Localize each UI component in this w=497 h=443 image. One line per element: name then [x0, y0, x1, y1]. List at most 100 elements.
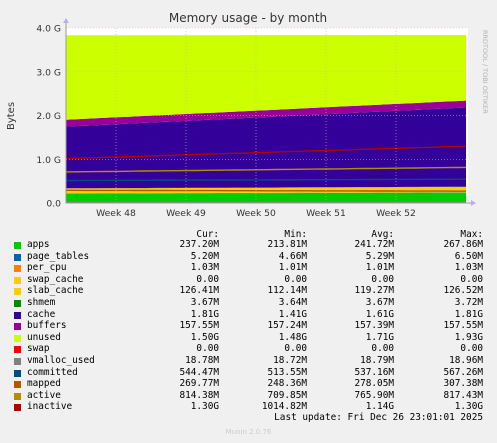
legend-value-max: 267.86M — [443, 239, 483, 250]
legend-value-min: 157.24M — [267, 320, 307, 332]
legend-value-cur: 814.38M — [179, 389, 219, 401]
x-tick-label: Week 51 — [306, 208, 346, 219]
legend-value-avg: 241.72M — [354, 239, 394, 250]
chart-title: Memory usage - by month — [169, 11, 327, 25]
legend-row: active 814.38M 709.85M 765.90M 817.43M — [0, 390, 497, 402]
series-line-mapped — [66, 189, 466, 192]
series-line-active — [65, 166, 467, 173]
legend-swatch — [14, 358, 21, 365]
x-tick-label: Week 48 — [96, 208, 136, 219]
legend-value-max: 817.43M — [443, 389, 483, 401]
y-tick-label: 2.0 G — [36, 111, 61, 122]
legend-value-max: 1.93G — [454, 331, 483, 343]
legend-value-cur: 5.20M — [190, 250, 219, 262]
legend-value-avg: 0.00 — [371, 273, 394, 285]
legend-column-header: Min: — [284, 229, 307, 240]
legend-value-cur: 3.67M — [190, 297, 219, 308]
legend-column-header: Cur: — [196, 229, 219, 240]
legend-value-max: 0.00 — [460, 343, 483, 355]
legend-value-max: 18.96M — [449, 355, 483, 366]
legend-value-avg: 157.39M — [354, 320, 394, 332]
legend-row: page_tables 5.20M 4.66M 5.29M 6.50M — [0, 251, 497, 263]
series-layer — [65, 35, 467, 203]
rrdtool-watermark: RRDTOOL / TOBI OETIKER — [481, 30, 489, 114]
legend-series-name: active — [27, 389, 61, 401]
legend-swatch — [14, 265, 21, 273]
legend-series-name: vmalloc_used — [27, 355, 95, 366]
legend-value-cur: 126.41M — [179, 285, 219, 297]
legend-swatch — [14, 381, 21, 389]
series-area-unused — [66, 35, 466, 120]
legend-value-max: 1.03M — [454, 262, 483, 274]
legend-row: unused 1.50G 1.48G 1.71G 1.93G — [0, 332, 497, 344]
series-area-buffers — [66, 100, 466, 127]
legend-series-name: shmem — [27, 297, 56, 308]
legend-value-min: 1014.82M — [261, 401, 307, 413]
legend-series-name: unused — [27, 331, 61, 343]
x-axis-arrow — [471, 200, 476, 206]
x-tick-label: Week 52 — [376, 208, 416, 219]
legend-value-cur: 0.00 — [196, 343, 219, 355]
legend-value-cur: 18.78M — [185, 355, 219, 366]
legend-row: committed 544.47M 513.55M 537.16M 567.26M — [0, 367, 497, 379]
legend-series-name: mapped — [27, 378, 61, 390]
legend-row: cache 1.81G 1.41G 1.61G 1.81G — [0, 309, 497, 321]
legend-row: per_cpu 1.03M 1.01M 1.01M 1.03M — [0, 262, 497, 274]
legend-row: swap_cache 0.00 0.00 0.00 0.00 — [0, 274, 497, 286]
legend-value-avg: 537.16M — [354, 366, 394, 378]
y-tick-label: 3.0 G — [36, 67, 61, 78]
legend-value-max: 1.30G — [454, 401, 483, 413]
legend-series-name: swap_cache — [27, 273, 84, 285]
x-tick-label: Week 49 — [166, 208, 206, 219]
legend-value-min: 248.36M — [267, 378, 307, 390]
legend-value-max: 1.81G — [454, 308, 483, 320]
legend-swatch — [14, 392, 21, 400]
legend-value-cur: 237.20M — [179, 239, 219, 250]
y-tick-label: 1.0 G — [36, 155, 61, 166]
y-tick-label: 4.0 G — [36, 24, 61, 35]
legend-row: vmalloc_used 18.78M 18.72M 18.79M 18.96M — [0, 355, 497, 367]
legend-value-avg: 1.01M — [365, 262, 394, 274]
legend-value-cur: 157.55M — [179, 320, 219, 332]
legend-value-avg: 765.90M — [354, 389, 394, 401]
legend-value-min: 0.00 — [284, 343, 307, 355]
legend-row: mapped 269.77M 248.36M 278.05M 307.38M — [0, 378, 497, 390]
legend-series-name: inactive — [27, 401, 73, 413]
legend-value-min: 213.81M — [267, 239, 307, 250]
y-tick-label: 0.0 — [46, 199, 61, 210]
legend-value-max: 157.55M — [443, 320, 483, 332]
legend-value-avg: 1.61G — [365, 308, 394, 320]
y-axis-label: Bytes — [6, 102, 17, 130]
legend-value-min: 112.14M — [267, 285, 307, 297]
legend-swatch — [14, 276, 21, 284]
legend-value-min: 18.72M — [273, 355, 307, 366]
legend-value-cur: 1.03M — [190, 262, 219, 274]
legend-series-name: per_cpu — [27, 262, 67, 274]
legend-value-max: 126.52M — [443, 285, 483, 297]
legend-row: inactive 1.30G 1014.82M 1.14G 1.30G — [0, 401, 497, 413]
legend-value-max: 0.00 — [460, 273, 483, 285]
legend-value-avg: 5.29M — [365, 250, 394, 262]
legend-series-name: apps — [27, 239, 50, 250]
legend-series-name: slab_cache — [27, 285, 84, 297]
legend-swatch — [14, 369, 21, 377]
legend-value-avg: 119.27M — [354, 285, 394, 297]
series-area-apps — [66, 192, 466, 203]
last-update: Last update: Fri Dec 26 23:01:01 2025 — [274, 412, 483, 423]
legend-value-min: 1.41G — [278, 308, 307, 320]
legend-column-header: Avg: — [371, 229, 394, 240]
x-tick-label: Week 50 — [236, 208, 276, 219]
legend-swatch — [14, 300, 21, 307]
legend-value-cur: 1.81G — [190, 308, 219, 320]
legend-value-avg: 18.79M — [360, 355, 394, 366]
legend-swatch — [14, 346, 21, 354]
axis-layer: 0.0 1.0 G 2.0 G 3.0 G 4.0 G Week 48 Week 49 Wee… — [36, 18, 476, 219]
legend-value-max: 307.38M — [443, 378, 483, 390]
legend-value-max: 6.50M — [454, 250, 483, 262]
legend-row: apps 237.20M 213.81M 241.72M 267.86M — [0, 239, 497, 251]
legend-value-cur: 1.50G — [190, 331, 219, 343]
legend-row: slab_cache 126.41M 112.14M 119.27M 126.52M — [0, 285, 497, 297]
munin-version: Munin 2.0.76 — [225, 428, 272, 436]
legend-value-cur: 1.30G — [190, 401, 219, 413]
legend-series-name: cache — [27, 308, 56, 320]
